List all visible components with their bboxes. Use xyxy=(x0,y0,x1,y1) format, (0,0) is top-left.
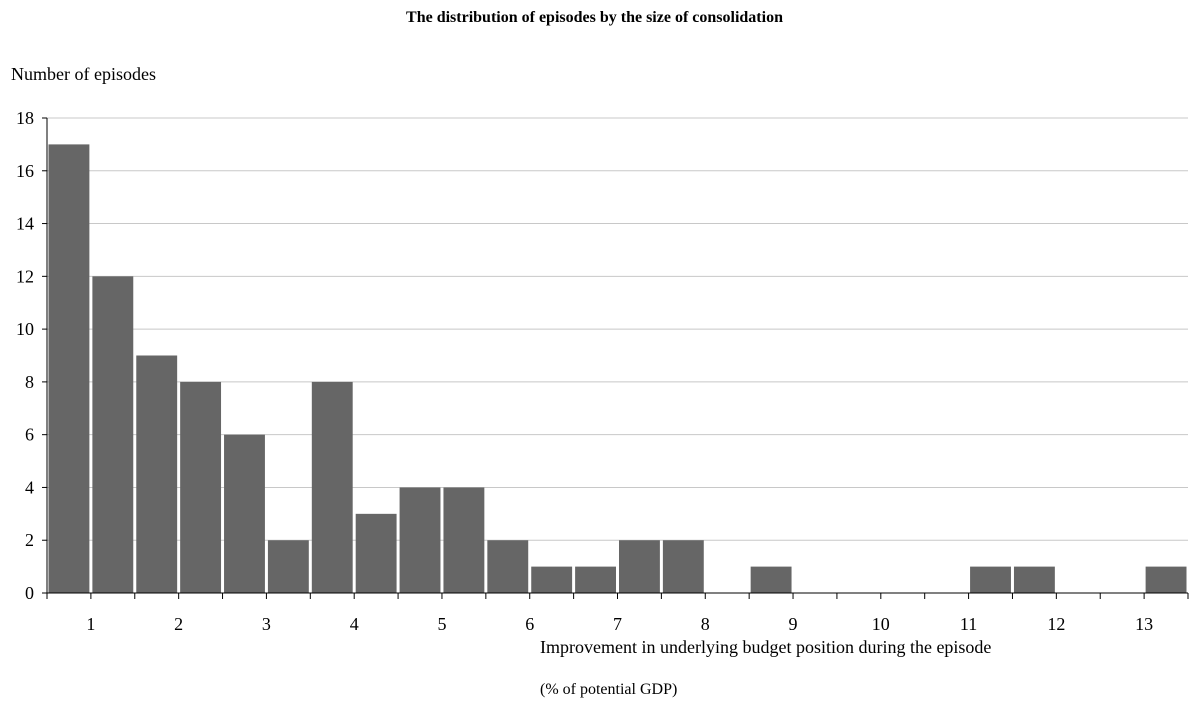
bar xyxy=(399,487,441,593)
gridlines xyxy=(47,117,1188,541)
bar xyxy=(970,566,1011,593)
y-tick-label: 8 xyxy=(25,372,34,392)
y-tick-label: 14 xyxy=(16,214,34,234)
bar xyxy=(662,540,704,593)
y-tick-label: 0 xyxy=(25,583,34,603)
bar xyxy=(1145,566,1187,593)
x-tick-label: 2 xyxy=(174,614,183,634)
bar xyxy=(750,566,792,593)
x-axis-label: Improvement in underlying budget positio… xyxy=(540,637,992,657)
x-tick-label: 5 xyxy=(437,614,446,634)
y-tick-label: 16 xyxy=(16,161,34,181)
bar xyxy=(443,487,485,593)
bar xyxy=(355,513,397,593)
x-tick-label: 4 xyxy=(350,614,359,634)
x-tick-label: 7 xyxy=(613,614,622,634)
bar xyxy=(92,276,134,593)
y-tick-label: 6 xyxy=(25,425,34,445)
y-axis-label: Number of episodes xyxy=(11,64,156,84)
y-tick-label: 12 xyxy=(16,266,34,286)
axes xyxy=(42,117,1189,599)
bar xyxy=(311,381,353,593)
x-tick-label: 13 xyxy=(1135,614,1153,634)
x-tick-label: 12 xyxy=(1047,614,1065,634)
x-tick-label: 6 xyxy=(525,614,534,634)
bars xyxy=(48,144,1187,593)
x-tick-label: 11 xyxy=(960,614,977,634)
x-tick-label: 3 xyxy=(262,614,271,634)
bar xyxy=(575,566,616,593)
bar xyxy=(1013,566,1055,593)
bar xyxy=(531,566,573,593)
bar xyxy=(180,381,222,593)
bar xyxy=(48,144,90,593)
y-tick-label: 10 xyxy=(16,319,34,339)
y-tick-label: 18 xyxy=(16,108,34,128)
y-tick-label: 4 xyxy=(25,477,34,497)
bar xyxy=(136,355,178,593)
bar xyxy=(267,540,309,593)
x-tick-label: 9 xyxy=(789,614,798,634)
bar xyxy=(224,434,265,593)
x-tick-label: 1 xyxy=(86,614,95,634)
y-tick-label: 2 xyxy=(25,530,34,550)
chart-title: The distribution of episodes by the size… xyxy=(406,9,783,26)
x-axis-unit-label: (% of potential GDP) xyxy=(540,681,678,698)
bar xyxy=(487,540,529,593)
x-tick-label: 10 xyxy=(872,614,890,634)
x-tick-label: 8 xyxy=(701,614,710,634)
bar xyxy=(619,540,660,593)
